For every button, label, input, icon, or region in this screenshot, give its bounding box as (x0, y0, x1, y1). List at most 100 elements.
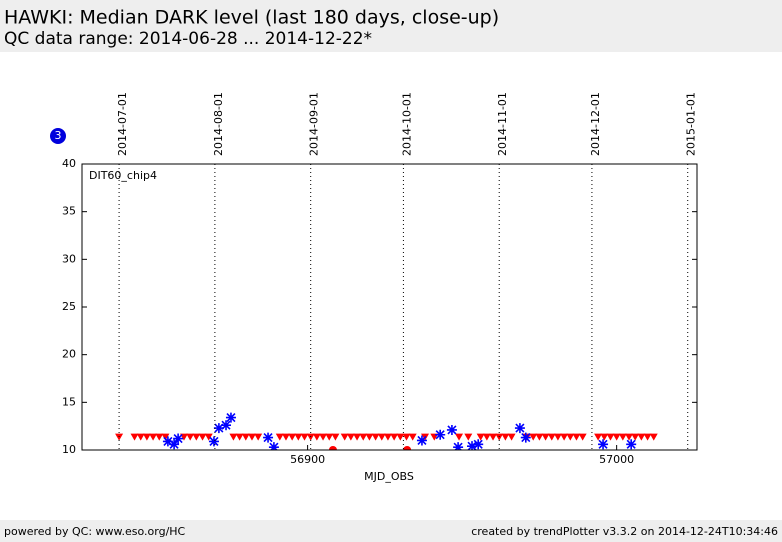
triangle-marker (346, 433, 355, 441)
star-marker (221, 420, 232, 431)
triangle-marker (353, 433, 362, 441)
triangle-marker (331, 433, 340, 441)
triangle-marker (594, 433, 603, 441)
triangle-marker (507, 433, 516, 441)
triangle-marker (396, 433, 405, 441)
triangle-marker (637, 433, 646, 441)
plot-area (115, 412, 658, 450)
triangle-marker (130, 433, 139, 441)
triangle-marker (229, 433, 238, 441)
triangle-marker (578, 433, 587, 441)
triangle-marker (455, 433, 464, 441)
y-tick-label: 20 (62, 348, 76, 361)
triangle-marker (235, 433, 244, 441)
triangle-marker (186, 433, 195, 441)
triangle-marker (390, 433, 399, 441)
star-marker (162, 436, 173, 447)
star-marker (520, 432, 531, 443)
triangle-marker (306, 433, 315, 441)
triangle-marker (155, 433, 164, 441)
badge (50, 128, 66, 144)
star-marker (467, 441, 478, 450)
top-tick-label: 2015-01-01 (685, 92, 698, 156)
triangle-marker (553, 433, 562, 441)
star-marker (626, 439, 637, 450)
triangle-marker (535, 433, 544, 441)
triangle-marker (192, 433, 201, 441)
star-marker (169, 439, 180, 450)
triangle-marker (489, 433, 498, 441)
star-marker (263, 432, 274, 443)
triangle-marker (547, 433, 556, 441)
star-marker (435, 429, 446, 440)
x-tick-label: 56900 (290, 453, 325, 466)
triangle-marker (365, 433, 374, 441)
triangle-marker (560, 433, 569, 441)
triangle-marker (247, 433, 256, 441)
triangle-marker (198, 433, 207, 441)
triangle-marker (495, 433, 504, 441)
y-tick-label: 40 (62, 157, 76, 170)
triangle-marker (476, 433, 485, 441)
triangle-marker (377, 433, 386, 441)
triangle-marker (631, 433, 640, 441)
star-marker (173, 433, 184, 444)
footer-right: created by trendPlotter v3.3.2 on 2014-1… (471, 525, 778, 538)
triangle-marker (572, 433, 581, 441)
annotation: DIT60_chip4 (89, 169, 157, 182)
star-marker (473, 439, 484, 450)
triangle-marker (254, 433, 263, 441)
top-tick-label: 2014-12-01 (589, 92, 602, 156)
triangle-marker (482, 433, 491, 441)
footer-left: powered by QC: www.eso.org/HC (4, 525, 186, 538)
triangle-marker (312, 433, 321, 441)
chart-subtitle: QC data range: 2014-06-28 ... 2014-12-22… (4, 29, 372, 49)
triangle-marker (281, 433, 290, 441)
star-marker (598, 439, 609, 450)
triangle-marker (625, 433, 634, 441)
star-marker (213, 423, 224, 434)
triangle-marker (383, 433, 392, 441)
triangle-marker (566, 433, 575, 441)
triangle-marker (612, 433, 621, 441)
circle-marker (328, 446, 337, 450)
triangle-marker (161, 433, 170, 441)
x-axis-label: MJD_OBS (364, 470, 414, 483)
triangle-marker (319, 433, 328, 441)
triangle-marker (288, 433, 297, 441)
triangle-marker (359, 433, 368, 441)
triangle-marker (649, 433, 658, 441)
triangle-marker (241, 433, 250, 441)
triangle-marker (501, 433, 510, 441)
triangle-marker (204, 433, 213, 441)
plot-frame (81, 163, 698, 451)
triangle-marker (300, 433, 309, 441)
triangle-marker (541, 433, 550, 441)
y-tick-label: 25 (62, 300, 76, 313)
star-marker (416, 435, 427, 446)
y-tick-label: 35 (62, 205, 76, 218)
triangle-marker (618, 433, 627, 441)
triangle-marker (643, 433, 652, 441)
star-marker (268, 442, 279, 450)
top-tick-label: 2014-11-01 (496, 92, 509, 156)
triangle-marker (149, 433, 158, 441)
triangle-marker (340, 433, 349, 441)
top-tick-label: 2014-09-01 (308, 92, 321, 156)
triangle-marker (115, 433, 124, 441)
triangle-marker (325, 433, 334, 441)
triangle-marker (408, 433, 417, 441)
triangle-marker (136, 433, 145, 441)
x-tick-label: 57000 (599, 453, 634, 466)
star-marker (225, 412, 236, 423)
triangle-marker (529, 433, 538, 441)
badge-label: 3 (55, 129, 62, 142)
triangle-marker (294, 433, 303, 441)
star-marker (208, 436, 219, 447)
star-marker (514, 423, 525, 434)
y-tick-label: 15 (62, 395, 76, 408)
triangle-marker (142, 433, 151, 441)
circle-marker (403, 446, 412, 450)
star-marker (446, 424, 457, 435)
